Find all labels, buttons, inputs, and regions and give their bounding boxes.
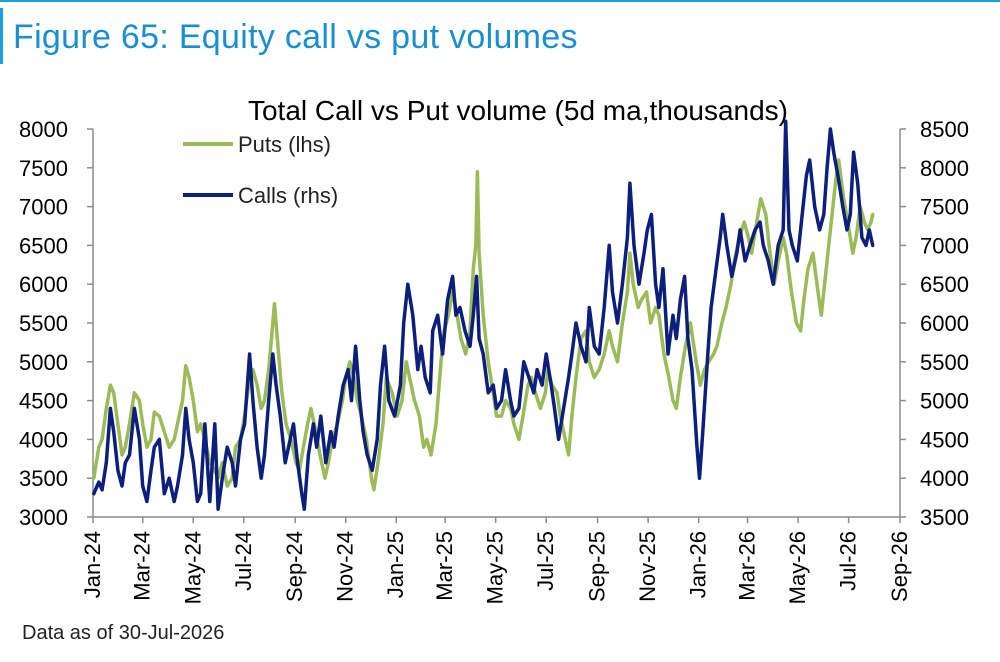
x-tick-label: Jul-26 bbox=[836, 531, 861, 591]
y-right-tick-label: 8000 bbox=[920, 156, 969, 181]
y-right-tick-label: 5500 bbox=[920, 350, 969, 375]
data-as-of-note: Data as of 30-Jul-2026 bbox=[22, 622, 225, 644]
y-right-tick-label: 5000 bbox=[920, 389, 969, 414]
y-left-tick-label: 5500 bbox=[19, 311, 68, 336]
x-tick-label: Jan-26 bbox=[686, 531, 711, 598]
x-tick-label: Sep-25 bbox=[585, 531, 610, 602]
y-left-tick-label: 4500 bbox=[19, 389, 68, 414]
y-left-tick-label: 3500 bbox=[19, 466, 68, 491]
y-left-tick-label: 6500 bbox=[19, 233, 68, 258]
chart-title: Total Call vs Put volume (5d ma,thousand… bbox=[248, 95, 788, 126]
top-rule bbox=[0, 0, 1000, 2]
y-left-tick-label: 7500 bbox=[19, 156, 68, 181]
series-line-puts bbox=[92, 158, 875, 492]
y-right-tick-label: 6500 bbox=[920, 272, 969, 297]
legend-label: Calls (rhs) bbox=[238, 183, 338, 208]
series-line-calls bbox=[92, 119, 875, 511]
y-right-tick-label: 7000 bbox=[920, 233, 969, 258]
x-tick-label: Sep-26 bbox=[887, 531, 912, 602]
x-tick-label: Mar-24 bbox=[130, 531, 155, 601]
y-left-tick-label: 5000 bbox=[19, 350, 68, 375]
x-tick-label: May-26 bbox=[785, 531, 810, 604]
x-tick-label: Sep-24 bbox=[282, 531, 307, 602]
series-lines bbox=[92, 119, 875, 511]
y-left-tick-label: 7000 bbox=[19, 195, 68, 220]
legend-label: Puts (lhs) bbox=[238, 132, 331, 157]
x-tick-label: May-24 bbox=[180, 531, 205, 604]
y-right-tick-label: 3500 bbox=[920, 505, 969, 530]
y-right-tick-label: 8500 bbox=[920, 117, 969, 142]
y-right-tick-label: 4000 bbox=[920, 466, 969, 491]
legend: Puts (lhs) Calls (rhs) bbox=[183, 132, 338, 208]
x-tick-label: May-25 bbox=[483, 531, 508, 604]
y-right-tick-label: 6000 bbox=[920, 311, 969, 336]
y-left-tick-label: 6000 bbox=[19, 272, 68, 297]
y-left-tick-label: 8000 bbox=[19, 117, 68, 142]
y-right-tick-label: 7500 bbox=[920, 195, 969, 220]
axes: 3000 3500 4000 4500 5000 5500 6000 6500 7000 7500… bbox=[19, 117, 969, 604]
x-tick-label: Mar-25 bbox=[432, 531, 457, 601]
side-accent-rule bbox=[0, 8, 3, 64]
x-tick-label: Jan-25 bbox=[383, 531, 408, 598]
x-tick-label: Jul-24 bbox=[231, 531, 256, 591]
y-left-tick-label: 4000 bbox=[19, 427, 68, 452]
y-right-tick-label: 4500 bbox=[920, 427, 969, 452]
x-tick-label: Mar-26 bbox=[735, 531, 760, 601]
x-tick-label: Jul-25 bbox=[533, 531, 558, 591]
x-tick-label: Nov-24 bbox=[333, 531, 358, 602]
figure-title: Figure 65: Equity call vs put volumes bbox=[13, 18, 578, 56]
y-left-tick-label: 3000 bbox=[19, 505, 68, 530]
x-tick-label: Jan-24 bbox=[80, 531, 105, 598]
x-tick-label: Nov-25 bbox=[635, 531, 660, 602]
